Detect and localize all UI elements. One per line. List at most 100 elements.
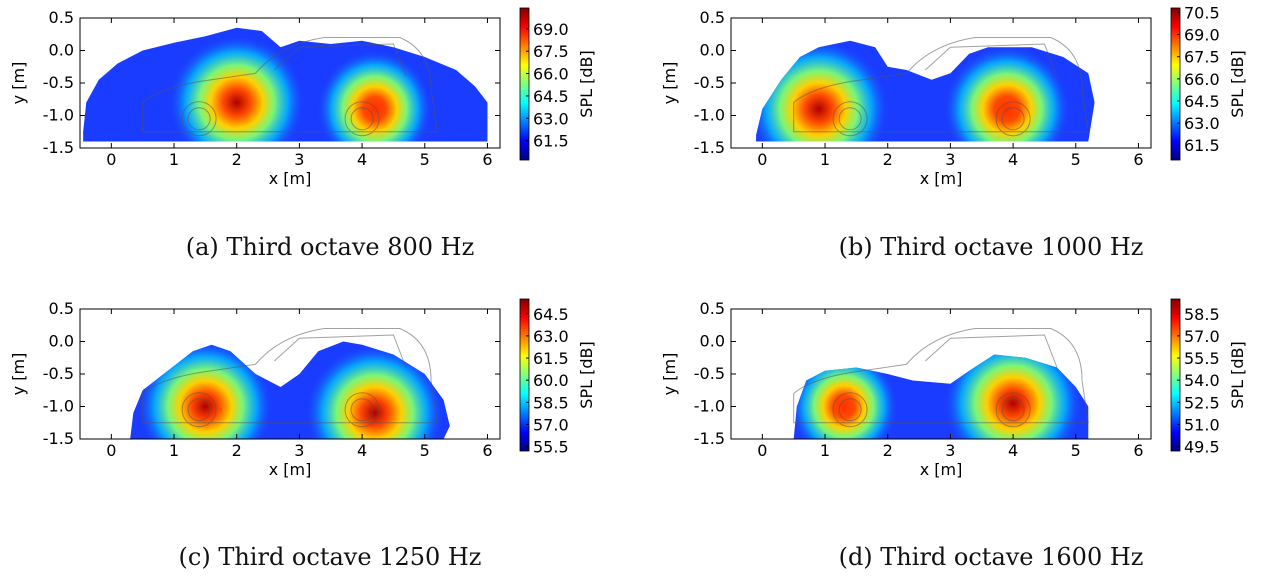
- car-outline: [793, 37, 1089, 137]
- y-tick-label: -1.0: [694, 397, 725, 416]
- colorbar: [1170, 298, 1181, 452]
- y-tick-label: 0.0: [49, 41, 74, 60]
- colorbar-tick-label: 64.5: [533, 305, 569, 324]
- y-tick-label: 0.0: [700, 41, 725, 60]
- hotspot: [168, 34, 306, 142]
- colorbar: [1170, 7, 1181, 161]
- y-tick-label: 0.5: [49, 8, 74, 27]
- x-axis-label: x [m]: [920, 460, 963, 479]
- car-outline: [142, 328, 438, 428]
- x-tick-label: 3: [945, 441, 955, 460]
- hotspot: [943, 45, 1071, 142]
- y-tick-label: -1.5: [43, 138, 74, 157]
- x-tick-label: 0: [757, 441, 767, 460]
- colorbar-tick-label: 61.5: [533, 132, 569, 151]
- colorbar-tick-label: 63.0: [533, 327, 569, 346]
- x-tick-label: 3: [294, 441, 304, 460]
- y-tick-label: 0.0: [700, 332, 725, 351]
- x-tick-label: 4: [357, 150, 367, 169]
- colorbar-tick-label: 64.5: [533, 87, 569, 106]
- colorbar-tick-label: 57.0: [1184, 327, 1220, 346]
- x-tick-label: 4: [1008, 150, 1018, 169]
- figure-caption-a: (a) Third octave 800 Hz: [185, 233, 475, 261]
- x-tick-label: 2: [883, 441, 893, 460]
- x-tick-label: 3: [294, 150, 304, 169]
- figure-panel-b: 0 1 2 3 4 5 6 0.5 0.0 -0.5 -1.0 -1.5 x [m] y [m] 70.5 6…: [651, 0, 1271, 290]
- y-axis-label: y [m]: [9, 62, 28, 105]
- y-tick-label: -1.5: [43, 429, 74, 448]
- colorbar-tick-label: 66.0: [533, 65, 569, 84]
- colorbar-tick-label: 58.5: [533, 393, 569, 412]
- sound-field: [83, 27, 488, 142]
- x-tick-label: 4: [1008, 441, 1018, 460]
- figure-caption-b: (b) Third octave 1000 Hz: [838, 233, 1144, 261]
- x-axis-label: x [m]: [920, 169, 963, 188]
- y-tick-label: -0.5: [694, 73, 725, 92]
- x-tick-label: 1: [820, 150, 830, 169]
- y-axis-label: y [m]: [660, 62, 679, 105]
- hotspot: [756, 40, 890, 142]
- x-tick-label: 0: [106, 441, 116, 460]
- colorbar-label: SPL [dB]: [577, 50, 596, 117]
- colorbar-tick-label: 51.0: [1184, 415, 1220, 434]
- x-tick-label: 1: [169, 150, 179, 169]
- y-tick-label: -1.0: [43, 397, 74, 416]
- x-tick-label: 0: [106, 150, 116, 169]
- colorbar-tick-label: 67.5: [1184, 48, 1220, 67]
- colorbar: [519, 7, 530, 161]
- colorbar-tick-label: 57.0: [533, 415, 569, 434]
- x-tick-label: 6: [482, 150, 492, 169]
- colorbar-tick-label: 69.0: [533, 20, 569, 39]
- heatmap-chart-c: 0 1 2 3 4 5 6 0.5 0.0 -0.5 -1.0 -1.5 x [m] y [m] 64.5 6…: [9, 298, 596, 479]
- colorbar-tick-label: 64.5: [1184, 92, 1220, 111]
- hotspot: [316, 49, 433, 142]
- hotspot: [943, 354, 1083, 439]
- y-tick-label: -1.0: [694, 106, 725, 125]
- colorbar-tick-label: 69.0: [1184, 26, 1220, 45]
- x-tick-label: 6: [482, 441, 492, 460]
- colorbar-label: SPL [dB]: [1228, 50, 1247, 117]
- x-tick-label: 6: [1133, 441, 1143, 460]
- colorbar-tick-label: 61.5: [533, 349, 569, 368]
- figure-panel-c: 0 1 2 3 4 5 6 0.5 0.0 -0.5 -1.0 -1.5 x [m] y [m] 64.5 6…: [0, 291, 620, 581]
- y-tick-label: -1.5: [694, 138, 725, 157]
- colorbar-tick-label: 70.5: [1184, 3, 1220, 22]
- x-tick-label: 1: [169, 441, 179, 460]
- x-tick-label: 0: [757, 150, 767, 169]
- x-axis-label: x [m]: [269, 169, 312, 188]
- colorbar-tick-label: 54.0: [1184, 371, 1220, 390]
- y-tick-label: 0.5: [700, 8, 725, 27]
- y-tick-label: -0.5: [43, 364, 74, 383]
- x-tick-label: 6: [1133, 150, 1143, 169]
- colorbar-tick-label: 49.5: [1184, 438, 1220, 457]
- hotspot: [793, 354, 898, 439]
- figure-caption-d: (d) Third octave 1600 Hz: [838, 543, 1144, 571]
- colorbar-tick-label: 60.0: [533, 371, 569, 390]
- x-tick-label: 2: [883, 150, 893, 169]
- car-outline: [142, 37, 438, 137]
- x-axis-label: x [m]: [269, 460, 312, 479]
- y-tick-label: -0.5: [43, 73, 74, 92]
- colorbar-tick-label: 63.0: [1184, 114, 1220, 133]
- y-axis-label: y [m]: [9, 353, 28, 396]
- x-tick-label: 2: [232, 441, 242, 460]
- colorbar-tick-label: 61.5: [1184, 136, 1220, 155]
- colorbar-tick-label: 52.5: [1184, 393, 1220, 412]
- hotspot: [304, 344, 445, 439]
- x-tick-label: 4: [357, 441, 367, 460]
- x-tick-label: 5: [420, 441, 430, 460]
- heatmap-chart-a: 0 1 2 3 4 5 6 0.5 0.0 -0.5 -1.0 -1.5 x [m] y [m] 69.0 6…: [9, 7, 596, 188]
- x-tick-label: 3: [945, 150, 955, 169]
- sound-field: [793, 354, 1089, 439]
- colorbar-tick-label: 55.5: [533, 438, 569, 457]
- x-tick-label: 5: [1071, 441, 1081, 460]
- y-tick-label: 0.0: [49, 332, 74, 351]
- sound-field: [756, 40, 1095, 142]
- x-tick-label: 5: [420, 150, 430, 169]
- y-axis-label: y [m]: [660, 353, 679, 396]
- car-outline: [793, 328, 1089, 428]
- colorbar-tick-label: 67.5: [533, 42, 569, 61]
- hotspot: [137, 341, 274, 439]
- y-tick-label: -0.5: [694, 364, 725, 383]
- x-tick-label: 1: [820, 441, 830, 460]
